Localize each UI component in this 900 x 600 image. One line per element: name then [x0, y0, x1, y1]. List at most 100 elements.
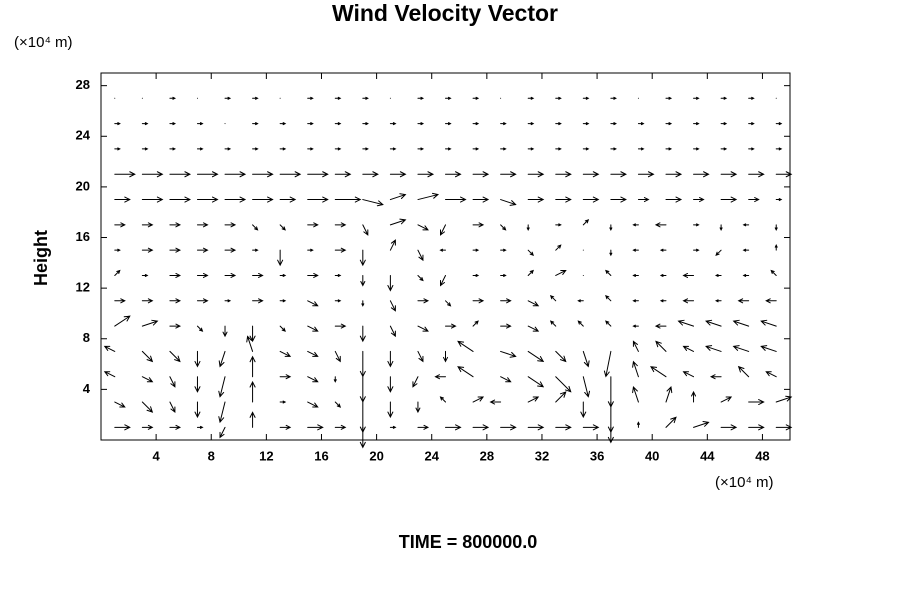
- wind-vector: [527, 171, 545, 178]
- wind-vector: [445, 196, 467, 203]
- wind-vector: [194, 401, 201, 419]
- wind-vector: [555, 171, 572, 178]
- wind-vector: [632, 324, 639, 328]
- wind-vector: [279, 196, 297, 203]
- wind-vector: [224, 272, 237, 278]
- wind-vector: [720, 147, 728, 151]
- wind-vector: [169, 298, 182, 304]
- wind-vector: [610, 196, 627, 203]
- wind-vector: [637, 197, 650, 203]
- wind-vector: [605, 320, 612, 327]
- wind-vector: [774, 244, 778, 251]
- wind-vector: [500, 424, 517, 431]
- wind-vector: [527, 376, 545, 388]
- wind-vector: [169, 401, 176, 414]
- y-tick-label: 28: [76, 77, 90, 92]
- wind-vector: [169, 424, 182, 430]
- wind-vector: [677, 319, 695, 327]
- wind-vector: [169, 222, 182, 228]
- wind-vector: [169, 272, 182, 278]
- wind-vector: [693, 122, 700, 126]
- y-tick-label: 20: [76, 178, 90, 193]
- wind-vector: [742, 248, 750, 252]
- wind-vector: [555, 376, 572, 393]
- wind-vector: [169, 247, 182, 253]
- wind-vector: [252, 272, 264, 278]
- wind-vector: [434, 374, 446, 380]
- wind-vector: [359, 376, 366, 403]
- wind-vector: [417, 274, 424, 282]
- x-tick-label: 40: [645, 448, 659, 463]
- wind-vector: [445, 171, 462, 178]
- y-axis-label: Height: [31, 230, 51, 286]
- wind-vector: [555, 269, 567, 276]
- wind-vector: [279, 424, 292, 430]
- wind-vector: [252, 298, 264, 304]
- wind-vector: [654, 323, 667, 329]
- wind-vector: [526, 224, 530, 231]
- wind-vector: [307, 272, 319, 278]
- x-tick-label: 16: [314, 448, 328, 463]
- wind-vector: [682, 272, 695, 278]
- wind-vector: [720, 196, 738, 203]
- wind-vector: [334, 96, 342, 100]
- wind-vector: [527, 424, 545, 431]
- wind-vector: [682, 298, 695, 304]
- wind-vector: [748, 96, 755, 100]
- wind-vector: [279, 350, 292, 357]
- wind-vector: [632, 273, 639, 277]
- wind-vector: [279, 171, 302, 178]
- wind-vector: [307, 248, 314, 252]
- wind-vector: [705, 345, 722, 352]
- wind-vector: [196, 425, 204, 429]
- wind-vector: [417, 122, 425, 126]
- wind-vector: [472, 196, 490, 203]
- wind-vector: [334, 273, 342, 277]
- wind-vector: [555, 350, 567, 363]
- wind-vector: [169, 171, 192, 178]
- wind-vector: [307, 122, 314, 126]
- wind-vector: [659, 299, 667, 303]
- wind-vector: [719, 224, 723, 231]
- wind-vector: [720, 122, 728, 126]
- wind-vector: [334, 299, 342, 303]
- wind-vector: [334, 401, 342, 408]
- wind-vector: [555, 244, 562, 251]
- footer: TIME = 800000.0: [399, 532, 538, 552]
- wind-vector: [607, 426, 614, 444]
- wind-vector: [665, 171, 683, 178]
- wind-vector: [655, 340, 667, 352]
- wind-vector: [224, 299, 232, 303]
- wind-vector: [610, 96, 617, 100]
- wind-vector: [765, 371, 777, 378]
- wind-vector: [555, 96, 562, 100]
- wind-vector: [440, 224, 446, 236]
- wind-vector: [742, 273, 750, 277]
- wind-vector: [224, 96, 232, 100]
- wind-vector: [665, 385, 673, 403]
- wind-vector: [555, 223, 562, 227]
- wind-vector: [196, 171, 219, 178]
- wind-vector: [415, 401, 421, 414]
- wind-vector: [218, 401, 226, 424]
- wind-vector: [603, 350, 612, 378]
- wind-vector: [169, 350, 181, 363]
- wind-vector: [307, 350, 319, 357]
- wind-vector: [610, 122, 617, 126]
- wind-vector: [577, 299, 584, 303]
- wind-vector: [222, 325, 228, 338]
- wind-vector: [362, 122, 369, 126]
- wind-vector: [527, 300, 540, 307]
- wind-vector: [582, 219, 590, 226]
- wind-vector: [277, 249, 284, 267]
- wind-vector: [720, 424, 738, 431]
- wind-vector: [500, 147, 507, 151]
- x-tick-label: 48: [755, 448, 769, 463]
- wind-vector: [224, 222, 237, 228]
- wind-vector: [196, 196, 219, 203]
- wind-vector: [527, 96, 535, 100]
- wind-vector: [389, 325, 396, 338]
- wind-vector: [632, 360, 639, 378]
- wind-vector: [472, 298, 485, 304]
- wind-vector: [114, 248, 121, 252]
